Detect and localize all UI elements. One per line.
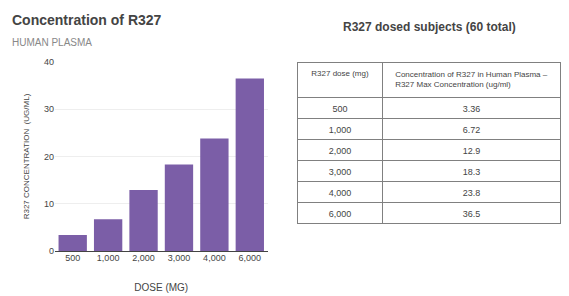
svg-text:2,000: 2,000 bbox=[329, 146, 352, 156]
svg-text:3,000: 3,000 bbox=[168, 253, 191, 263]
svg-text:23.8: 23.8 bbox=[463, 188, 481, 198]
svg-text:18.3: 18.3 bbox=[463, 167, 481, 177]
svg-text:Concentration of R327 in Human: Concentration of R327 in Human Plasma –R… bbox=[395, 70, 548, 89]
svg-text:R327 dose (mg): R327 dose (mg) bbox=[311, 69, 369, 78]
svg-text:DOSE (MG): DOSE (MG) bbox=[134, 282, 188, 293]
svg-text:6,000: 6,000 bbox=[239, 253, 262, 263]
svg-text:Concentration of R327: Concentration of R327 bbox=[12, 12, 162, 28]
svg-text:500: 500 bbox=[65, 253, 80, 263]
svg-text:4,000: 4,000 bbox=[329, 188, 352, 198]
svg-text:HUMAN PLASMA: HUMAN PLASMA bbox=[12, 37, 92, 48]
svg-text:1,000: 1,000 bbox=[329, 125, 352, 135]
svg-text:3.36: 3.36 bbox=[463, 104, 481, 114]
svg-text:12.9: 12.9 bbox=[463, 146, 481, 156]
svg-text:40: 40 bbox=[44, 57, 54, 67]
svg-text:6,000: 6,000 bbox=[329, 209, 352, 219]
svg-text:R327 dosed subjects (60 total): R327 dosed subjects (60 total) bbox=[343, 20, 516, 34]
svg-text:1,000: 1,000 bbox=[97, 253, 120, 263]
svg-text:36.5: 36.5 bbox=[463, 209, 481, 219]
svg-text:30: 30 bbox=[44, 104, 54, 114]
svg-text:500: 500 bbox=[332, 104, 347, 114]
svg-text:0: 0 bbox=[49, 246, 54, 256]
svg-text:4,000: 4,000 bbox=[203, 253, 226, 263]
svg-text:2,000: 2,000 bbox=[132, 253, 155, 263]
svg-text:20: 20 bbox=[44, 152, 54, 162]
svg-text:10: 10 bbox=[44, 199, 54, 209]
svg-text:3,000: 3,000 bbox=[329, 167, 352, 177]
svg-text:R327 CONCENTRATION (UG/ML): R327 CONCENTRATION (UG/ML) bbox=[22, 93, 31, 219]
svg-text:6.72: 6.72 bbox=[463, 125, 481, 135]
